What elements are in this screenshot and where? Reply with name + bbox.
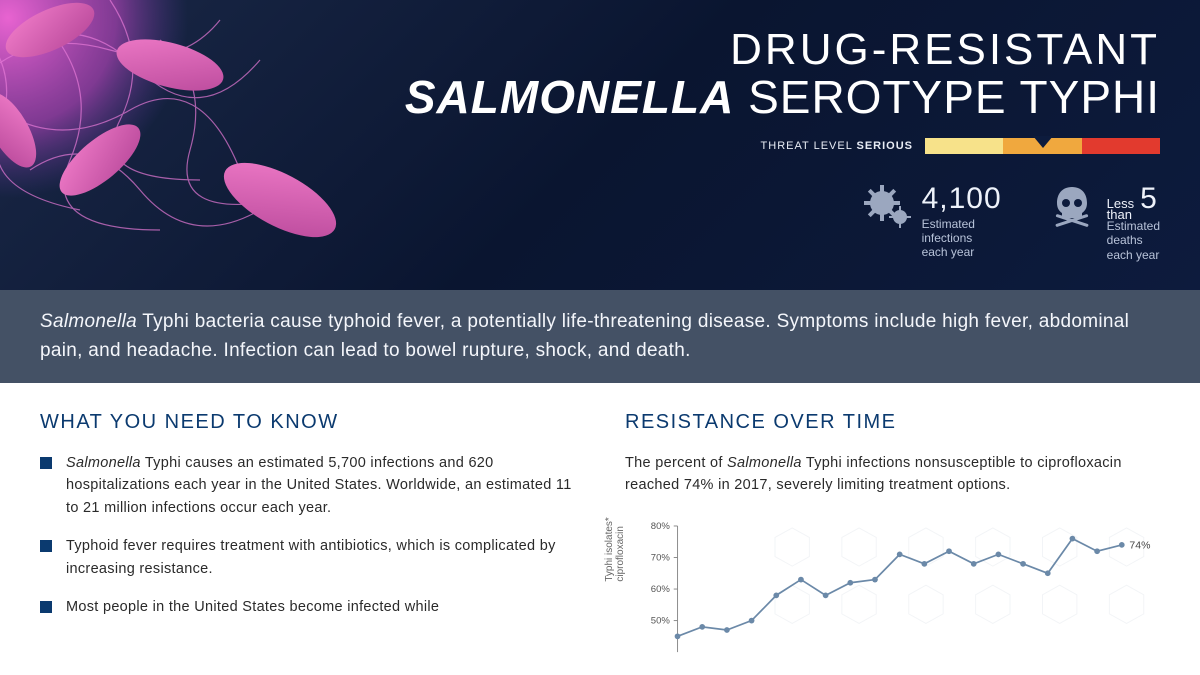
title-block: DRUG-RESISTANT SALMONELLA SEROTYPE TYPHI… — [405, 25, 1160, 154]
threat-notch-icon — [1033, 136, 1053, 148]
content-area: WHAT YOU NEED TO KNOW Salmonella Typhi c… — [0, 383, 1200, 665]
svg-text:60%: 60% — [651, 584, 671, 595]
chart-intro: The percent of Salmonella Typhi infectio… — [625, 452, 1160, 497]
stat-deaths-text: Less than 5 Estimated deaths each year — [1107, 181, 1160, 262]
description-band: Salmonella Typhi bacteria cause typhoid … — [0, 290, 1200, 383]
title-line-1: DRUG-RESISTANT — [405, 25, 1160, 75]
svg-text:70%: 70% — [651, 552, 671, 563]
stat-deaths-number: 5 — [1140, 181, 1158, 217]
svg-text:80%: 80% — [651, 521, 671, 532]
list-item: Salmonella Typhi causes an estimated 5,7… — [40, 452, 575, 519]
svg-text:50%: 50% — [651, 615, 671, 626]
threat-seg-1 — [925, 138, 1003, 154]
left-heading: WHAT YOU NEED TO KNOW — [40, 411, 575, 434]
gear-icon — [862, 181, 912, 231]
desc-italic: Salmonella — [40, 311, 137, 332]
stat-infections-text: 4,100 Estimated infections each year — [922, 181, 1002, 260]
bacteria-illustration — [0, 0, 440, 290]
resistance-chart: Typhi isolates*ciprofloxacin 50%60%70%80… — [625, 515, 1160, 665]
stats-row: 4,100 Estimated infections each year — [862, 181, 1160, 262]
list-item: Most people in the United States become … — [40, 596, 575, 618]
desc-body: Typhi bacteria cause typhoid fever, a po… — [40, 311, 1129, 361]
threat-label: THREAT LEVEL SERIOUS — [761, 140, 913, 152]
bullet-list: Salmonella Typhi causes an estimated 5,7… — [40, 452, 575, 619]
list-item: Typhoid fever requires treatment with an… — [40, 535, 575, 580]
line-chart-svg: 50% 60% 70% 80% 74% — [625, 515, 1160, 665]
skull-icon — [1047, 181, 1097, 231]
title-line-2: SALMONELLA SEROTYPE TYPHI — [405, 70, 1160, 124]
threat-seg-3 — [1082, 138, 1160, 154]
title-rest: SEROTYPE TYPHI — [734, 71, 1160, 123]
svg-text:74%: 74% — [1129, 540, 1150, 552]
right-column: RESISTANCE OVER TIME The percent of Salm… — [625, 411, 1160, 665]
threat-level-row: THREAT LEVEL SERIOUS — [405, 138, 1160, 154]
stat-infections-number: 4,100 — [922, 181, 1002, 217]
left-column: WHAT YOU NEED TO KNOW Salmonella Typhi c… — [40, 411, 575, 665]
title-italic: SALMONELLA — [405, 71, 734, 123]
right-heading: RESISTANCE OVER TIME — [625, 411, 1160, 434]
hero-banner: DRUG-RESISTANT SALMONELLA SEROTYPE TYPHI… — [0, 0, 1200, 290]
chart-y-label: Typhi isolates*ciprofloxacin — [604, 517, 626, 581]
stat-infections: 4,100 Estimated infections each year — [862, 181, 1002, 262]
threat-level-bar — [925, 138, 1160, 154]
stat-deaths: Less than 5 Estimated deaths each year — [1047, 181, 1160, 262]
